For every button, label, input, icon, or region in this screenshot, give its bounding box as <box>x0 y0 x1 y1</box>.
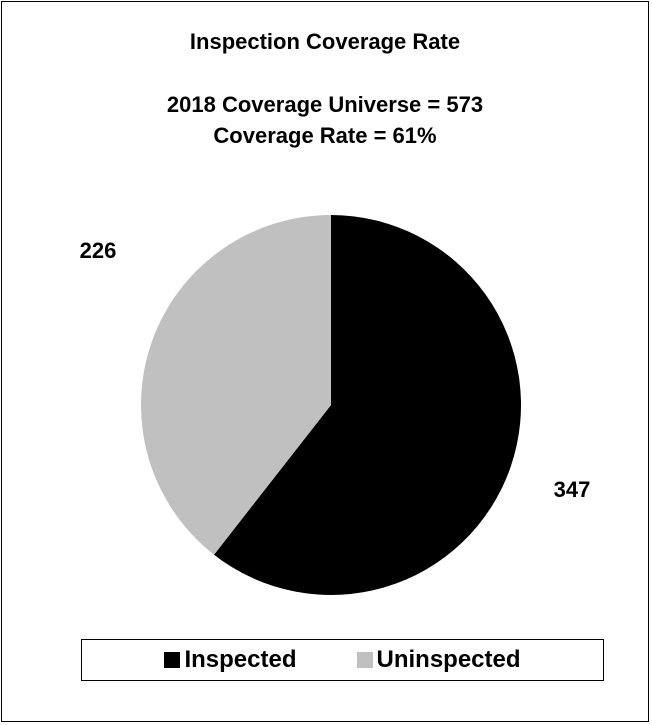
legend-label-inspected: Inspected <box>184 646 297 673</box>
legend-swatch-inspected <box>164 652 181 668</box>
chart-subtitle-rate: Coverage Rate = 61% <box>213 123 437 148</box>
legend: Inspected Uninspected <box>81 639 604 681</box>
pie-slice-uninspected <box>140 214 331 555</box>
data-label-inspected: 347 <box>554 477 591 502</box>
legend-swatch-uninspected <box>356 652 373 668</box>
pie-slice-inspected <box>213 215 522 595</box>
chart-title: Inspection Coverage Rate <box>189 29 461 54</box>
legend-label-uninspected: Uninspected <box>376 646 521 673</box>
chart-subtitle-universe: 2018 Coverage Universe = 573 <box>166 92 484 117</box>
legend-item-inspected: Inspected <box>164 646 297 674</box>
legend-item-uninspected: Uninspected <box>356 646 521 674</box>
data-label-uninspected: 226 <box>80 238 117 263</box>
